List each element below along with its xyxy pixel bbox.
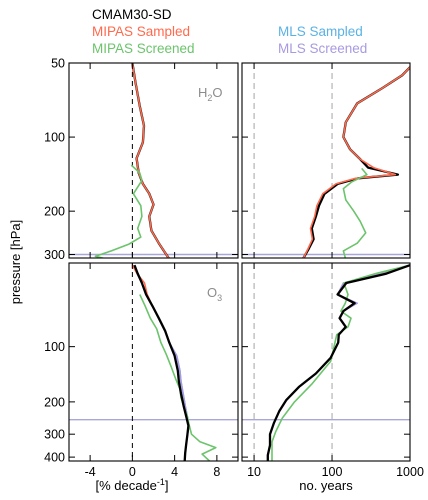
plot-area (242, 263, 410, 461)
x-axis-title-left: [% decade-1] (95, 477, 168, 493)
series-mipas-sampled (302, 66, 410, 258)
y-tick-label: 100 (44, 340, 65, 354)
panel-h2o-years (241, 62, 411, 259)
species-label-o3: O3 (207, 285, 222, 303)
x-tick-label: 1000 (396, 465, 424, 479)
legend-mls-screened: MLS Screened (278, 41, 367, 56)
series-cmam (302, 66, 410, 258)
legend-mls-sampled: MLS Sampled (278, 24, 363, 39)
panel-frame (241, 62, 411, 259)
series-mipas-screened (94, 164, 143, 258)
panel-frame (241, 262, 411, 462)
panel-frame (68, 262, 239, 462)
legend-mipas-screened: MIPAS Screened (92, 41, 195, 56)
y-tick-label: 200 (44, 205, 65, 219)
x-tick-label: -4 (85, 465, 96, 479)
legend: CMAM30-SD MIPAS Sampled MIPAS Screened M… (92, 7, 367, 56)
legend-cmam: CMAM30-SD (92, 7, 172, 22)
species-h2o-main: H (198, 85, 207, 100)
plot-area (242, 63, 410, 258)
x-tick-label: 0 (129, 465, 136, 479)
y-tick-label: 50 (51, 57, 65, 71)
species-h2o-sub: 2 (207, 93, 212, 103)
y-tick-label: 100 (44, 131, 65, 145)
series-mipas-sampled (131, 264, 190, 461)
panel-frame (68, 62, 239, 259)
series-mipas-sampled (131, 63, 170, 258)
legend-mipas-sampled: MIPAS Sampled (92, 24, 190, 39)
x-axis-title-left-close: ] (165, 478, 169, 493)
series-mls-sampled (133, 264, 190, 461)
y-axis-title: pressure [hPa] (8, 220, 23, 305)
species-h2o-tail: O (212, 85, 222, 100)
species-label-h2o: H2O (198, 85, 223, 103)
x-tick-label: 4 (171, 465, 178, 479)
series-mipas-screened (342, 167, 368, 258)
species-o3-main: O (207, 285, 217, 300)
panel-o3-trend: 100 200 300 400 -4 0 4 8 (44, 262, 239, 479)
series-mipas-screened (271, 264, 410, 461)
x-tick-label: 8 (213, 465, 220, 479)
x-axis-title-right: no. years (299, 478, 353, 493)
panel-o3-years: 10 100 1000 (241, 262, 424, 479)
x-tick-label: 100 (322, 465, 343, 479)
series-cmam (266, 264, 410, 461)
plot-area (69, 63, 238, 258)
panel-h2o-trend: 50 100 200 300 (44, 57, 239, 262)
x-axis-title-left-main: [% decade (95, 478, 156, 493)
y-tick-label: 300 (44, 248, 65, 262)
series-mls-screened (132, 264, 190, 461)
plot-area (69, 263, 238, 461)
x-axis-title-left-sup: -1 (157, 477, 165, 487)
x-tick-label: 10 (247, 465, 261, 479)
y-tick-label: 400 (44, 451, 65, 465)
y-tick-label: 300 (44, 428, 65, 442)
y-tick-label: 200 (44, 395, 65, 409)
species-o3-sub: 3 (217, 293, 222, 303)
series-cmam (133, 264, 190, 461)
